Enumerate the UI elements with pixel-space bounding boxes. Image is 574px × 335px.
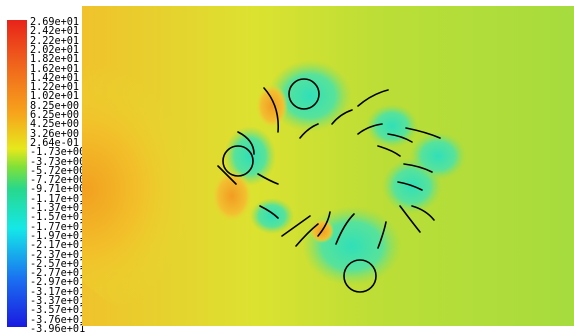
colorbar-tick-label: 2.22e+01 [30,35,80,47]
colorbar-tick-label: -3.37e+01 [30,296,86,307]
colorbar-tick-label: -7.72e+00 [30,175,86,187]
colorbar-tick-label: -1.97e+01 [30,230,86,242]
colorbar-tick-label: 1.02e+01 [30,91,80,103]
color-legend: 2.69e+01 2.42e+01 2.22e+01 2.02e+01 1.82e+01… [0,0,86,335]
colorbar-tick-label: -3.57e+01 [30,305,86,317]
blade-outlines [217,78,441,293]
flow-field-plot [82,6,574,326]
colorbar-tick-label: -3.73e+00 [30,156,86,168]
colorbar-tick-label: 1.82e+01 [30,54,80,66]
colorbar-tick-label: -9.71e+00 [30,184,86,196]
colorbar-tick-label: 1.22e+01 [30,82,80,94]
colorbar-tick-label: 2.64e-01 [30,137,80,149]
colorbar-tick-label: 2.02e+01 [30,44,80,56]
colorbar-tick-labels: 2.69e+01 2.42e+01 2.22e+01 2.02e+01 1.82e+01… [30,14,86,335]
colorbar-tick-label: 3.26e+00 [30,128,80,140]
colorbar-tick-label: -2.97e+01 [30,277,86,289]
colorbar-tick-label: 1.42e+01 [30,72,80,84]
colorbar-tick-label: 1.62e+01 [30,63,80,75]
colorbar-tick-label: -1.37e+01 [30,203,86,214]
colorbar-tick-label: 4.25e+00 [30,119,80,131]
colorbar-tick-label: 2.69e+01 [30,17,80,28]
colorbar-tick-label: -2.57e+01 [30,258,86,270]
colorbar-tick-label: -2.17e+01 [30,240,86,252]
colorbar-tick-label: -1.77e+01 [30,221,86,233]
colorbar [7,20,27,327]
colorbar-tick-label: -3.96e+01 [30,323,86,335]
colorbar-tick-label: -2.77e+01 [30,268,86,280]
colorbar-tick-label: 8.25e+00 [30,100,80,112]
colorbar-tick-label: 6.25e+00 [30,110,80,121]
colorbar-tick-label: -1.17e+01 [30,193,86,205]
colorbar-tick-label: -3.17e+01 [30,286,86,298]
colorbar-tick-label: -5.72e+00 [30,165,86,177]
colorbar-tick-label: -2.37e+01 [30,249,86,261]
colorbar-tick-label: 2.42e+01 [30,26,80,38]
colorbar-tick-label: -3.76e+01 [30,314,86,326]
colorbar-tick-label: -1.73e+00 [30,147,86,159]
colorbar-tick-label: -1.57e+01 [30,212,86,224]
